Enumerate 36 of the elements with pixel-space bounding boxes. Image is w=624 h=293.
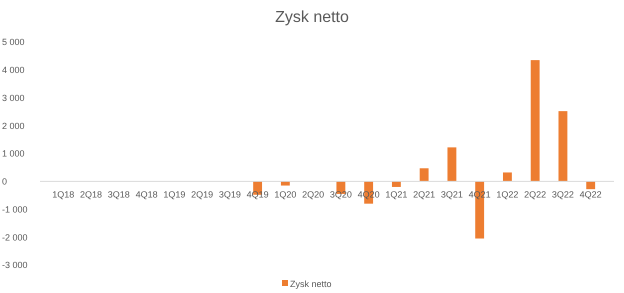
x-tick-label: 1Q21 xyxy=(385,189,408,200)
x-tick-label: 2Q21 xyxy=(413,189,436,200)
x-tick-label: 3Q21 xyxy=(440,189,463,200)
y-tick-label: -1 000 xyxy=(2,204,28,214)
y-tick-label: 1 000 xyxy=(2,148,25,159)
x-tick-label: 1Q20 xyxy=(274,189,296,200)
x-tick-label: 1Q18 xyxy=(52,189,74,200)
x-tick-label: 4Q18 xyxy=(136,189,158,200)
bar xyxy=(558,111,568,182)
y-tick-label: -2 000 xyxy=(2,232,28,242)
x-tick-label: 3Q22 xyxy=(552,189,574,200)
y-tick-label: 5 000 xyxy=(2,37,25,48)
x-tick-label: 3Q18 xyxy=(108,189,130,200)
bar xyxy=(502,172,512,182)
x-tick-label: 2Q22 xyxy=(524,189,546,200)
y-tick-label: 4 000 xyxy=(2,65,25,76)
x-tick-label: 2Q20 xyxy=(302,189,324,200)
x-tick-label: 2Q18 xyxy=(80,189,102,200)
y-tick-label: 0 xyxy=(2,176,8,187)
bar xyxy=(586,181,596,190)
bar xyxy=(447,147,456,182)
legend-label: Zysk netto xyxy=(290,279,332,289)
y-tick-label: 2 000 xyxy=(2,120,25,131)
x-tick-label: 3Q19 xyxy=(218,189,241,200)
x-tick-label: 4Q19 xyxy=(246,189,269,200)
x-tick-label: 1Q19 xyxy=(163,189,186,200)
x-tick-label: 4Q22 xyxy=(580,189,602,200)
bar xyxy=(530,60,540,182)
bar xyxy=(420,168,429,182)
chart-title: Zysk netto xyxy=(275,9,349,26)
x-tick-label: 1Q22 xyxy=(496,189,518,200)
y-tick-label: -3 000 xyxy=(2,260,28,270)
x-tick-label: 2Q19 xyxy=(191,189,214,200)
bar xyxy=(392,181,401,187)
x-tick-label: 3Q20 xyxy=(330,189,352,200)
y-tick-label: 3 000 xyxy=(2,92,25,103)
